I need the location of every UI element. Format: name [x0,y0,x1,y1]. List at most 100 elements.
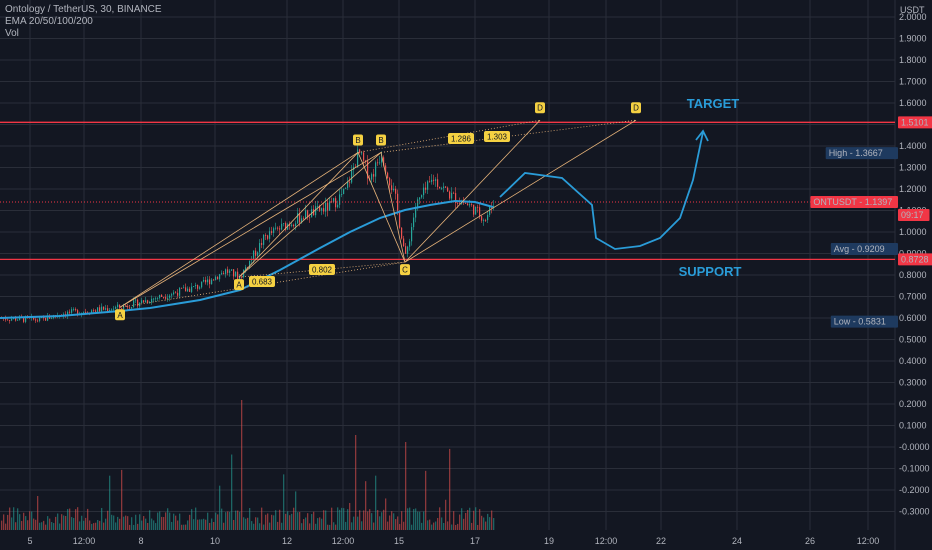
volume-bar [461,508,463,530]
candle-body [457,203,459,204]
candle-body [155,298,157,300]
candle-body [225,269,227,275]
volume-bar [295,491,297,530]
candle-body [379,162,381,164]
candle-body [11,318,13,321]
pattern-leg [238,152,359,278]
candle-body [331,201,333,203]
volume-bar [95,522,97,530]
x-tick-label: 12 [282,536,292,546]
candle-body [165,297,167,299]
volume-bar [227,511,229,530]
candle-body [119,304,121,308]
candle-body [425,187,427,190]
volume-bar [103,522,105,530]
volume-bar [271,514,273,530]
candle-body [45,317,47,321]
y-tick-label: 2.0000 [899,12,927,22]
candle-body [93,310,95,312]
price-axis-badge [830,243,898,256]
x-axis[interactable]: 5 12:00 8 10 12 12:00 15 17 19 12:00 22 24 26 12:00 [27,536,879,546]
grid [0,0,896,550]
volume-bar [173,513,175,530]
pattern-leg [404,119,541,263]
candle-body [451,192,453,199]
candle-body [195,285,197,287]
volume-bar [233,519,235,530]
candle-body [395,188,397,194]
volume-bar [419,511,421,530]
symbol-title[interactable]: Ontology / TetherUS, 30, BINANCE [5,4,162,15]
pattern-leg [238,152,382,278]
volume-bar [195,507,197,530]
candle-body [5,318,7,320]
candle-body [405,246,407,254]
candle-body [189,288,191,292]
candle-body [393,188,395,191]
candle-body [337,204,339,208]
x-tick-label: 12:00 [73,536,96,546]
candle-body [203,279,205,282]
ratio-label: 0.683 [252,278,273,287]
volume-bar [435,521,437,530]
candle-body [281,223,283,230]
candle-body [427,181,429,190]
candle-body [429,181,431,183]
candle-body [303,218,305,220]
volume-bar [351,522,353,530]
volume-bar [179,513,181,530]
ema-indicator-label[interactable]: EMA 20/50/100/200 [5,16,93,27]
candle-body [147,300,149,303]
volume-bar [109,475,111,530]
price-axis-badge [825,147,898,160]
volume-bar [119,518,121,530]
volume-bar [183,524,185,530]
candle-body [191,286,193,292]
candle-body [263,234,265,245]
volume-indicator-label[interactable]: Vol [5,28,19,39]
volume-bar [385,498,387,530]
candle-body [265,234,267,236]
candle-body [17,319,19,321]
volume-bar [411,524,413,530]
x-tick-label: 22 [656,536,666,546]
volume-bar [317,518,319,530]
volume-bar [141,520,143,530]
candle-body [381,157,383,163]
candle-body [473,204,475,215]
candle-body [229,270,231,273]
volume-bar [151,518,153,530]
candle-body [283,223,285,224]
candle-body [7,319,9,321]
volume-bar [221,508,223,530]
candle-body [413,217,415,228]
candle-body [125,305,127,307]
candle-body [201,281,203,288]
pattern-point-label: D [537,104,543,113]
volume-bar [201,519,203,530]
ratio-label: 0.802 [312,266,333,275]
candle-body [443,186,445,189]
y-tick-label: 0.6000 [899,313,927,323]
volume-bar [273,515,275,530]
candle-body [25,316,27,322]
x-tick-label: 17 [470,536,480,546]
volume-bar [349,502,351,530]
volume-bar [291,513,293,530]
volume-bar [197,519,199,530]
volume-bar [445,499,447,530]
candle-body [197,285,199,289]
volume-bar [387,521,389,530]
volume-bar [87,508,89,530]
candle-body [181,287,183,289]
ratio-badge [309,264,335,275]
volume-bar [333,522,335,530]
volume-bar [355,435,357,530]
volume-bar [425,470,427,530]
volume-bar [155,523,157,530]
volume-bar [43,520,45,530]
volume-bar [53,523,55,530]
volume-bar [313,511,315,530]
volume-bar [413,509,415,530]
